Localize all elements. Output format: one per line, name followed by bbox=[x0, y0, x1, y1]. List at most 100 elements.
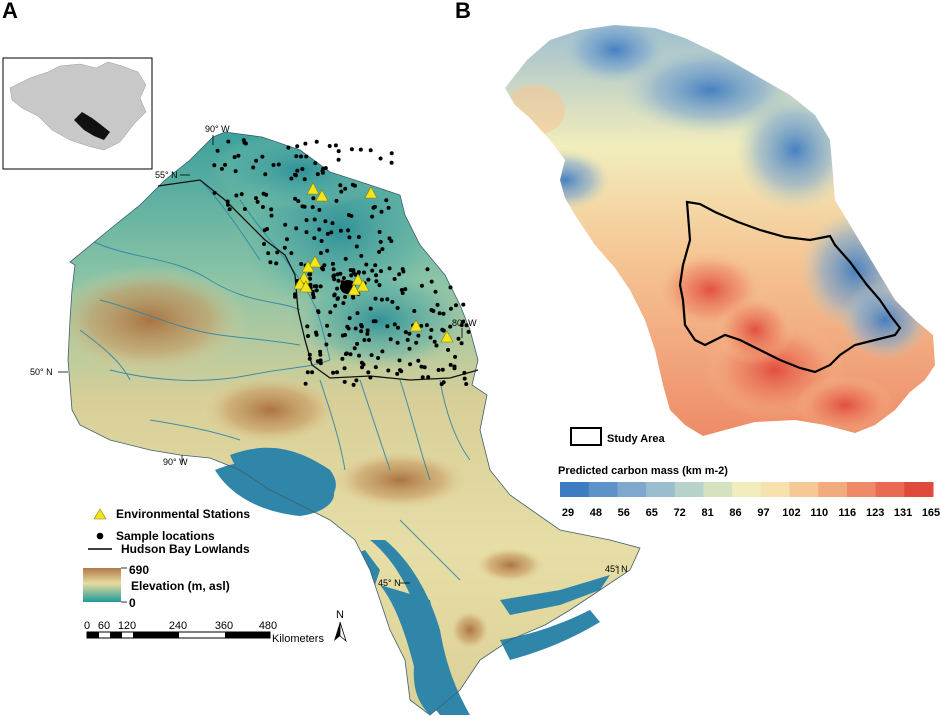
sample-location-dot bbox=[379, 297, 384, 302]
sample-location-dot bbox=[361, 362, 366, 367]
environmental-station-marker bbox=[308, 255, 322, 268]
scale-tick-label: 240 bbox=[169, 620, 187, 632]
sample-location-dot bbox=[313, 161, 318, 166]
sample-location-dot bbox=[266, 251, 271, 256]
sample-location-dot bbox=[334, 198, 339, 203]
sample-location-dot bbox=[392, 322, 397, 327]
sample-location-dot bbox=[322, 263, 327, 268]
sample-location-dot bbox=[335, 370, 339, 375]
sample-location-dot bbox=[397, 272, 402, 277]
carbon-break-label: 29 bbox=[562, 507, 574, 519]
sample-location-dot bbox=[422, 365, 427, 370]
lake-superior bbox=[215, 461, 335, 516]
sample-location-dot bbox=[286, 145, 291, 150]
carbon-class-swatch bbox=[674, 482, 704, 497]
sample-location-dot bbox=[374, 273, 378, 278]
sample-location-dot bbox=[386, 205, 391, 210]
environmental-station-marker bbox=[356, 279, 370, 292]
sample-location-dot bbox=[261, 191, 266, 196]
sample-location-dot bbox=[348, 352, 353, 357]
sample-location-dot bbox=[327, 333, 332, 337]
sample-location-dot bbox=[356, 235, 361, 239]
sample-location-dot bbox=[366, 370, 371, 375]
sample-location-dot bbox=[312, 236, 317, 241]
sample-location-dot bbox=[332, 277, 337, 282]
sample-location-dot bbox=[380, 247, 385, 252]
environmental-station-marker bbox=[351, 273, 365, 286]
sample-location-dot bbox=[373, 296, 378, 301]
sample-location-dot bbox=[343, 352, 348, 356]
sample-location-dot bbox=[405, 337, 410, 342]
sample-location-dot bbox=[338, 183, 343, 188]
sample-location-dot bbox=[380, 349, 385, 354]
sample-location-dot bbox=[289, 176, 294, 181]
sample-location-dot bbox=[330, 221, 335, 226]
sample-location-dot bbox=[389, 151, 394, 156]
sample-location-dot bbox=[304, 218, 309, 223]
sample-location-dot bbox=[325, 323, 330, 328]
sample-location-dot bbox=[419, 323, 424, 328]
study-area-legend: Study Area bbox=[570, 427, 666, 446]
sample-location-dot bbox=[296, 199, 301, 204]
panel-a-legend: Environmental Stations Sample locations … bbox=[83, 507, 250, 610]
sample-location-dot bbox=[395, 371, 400, 376]
carbon-raster bbox=[505, 25, 935, 436]
sample-location-dot bbox=[359, 323, 364, 327]
sample-location-dot bbox=[275, 250, 280, 255]
hudson-bay-lowlands-boundary bbox=[157, 179, 479, 381]
panel-b-label: B bbox=[455, 0, 471, 23]
sample-location-dot bbox=[374, 279, 379, 284]
sample-location-dot bbox=[373, 263, 378, 268]
sample-location-dot bbox=[346, 228, 351, 233]
sample-location-dot bbox=[303, 141, 308, 146]
sample-location-dot bbox=[378, 239, 383, 244]
sample-location-dot bbox=[351, 382, 356, 387]
coord-80w: 80° W bbox=[452, 318, 477, 328]
sample-location-dot bbox=[321, 267, 325, 272]
legend-station-symbol bbox=[93, 508, 107, 520]
sample-location-dot bbox=[365, 331, 370, 336]
elevation-min-label: 0 bbox=[129, 596, 136, 610]
sample-location-dot bbox=[343, 295, 348, 299]
carbon-break-label: 56 bbox=[618, 507, 630, 519]
sample-location-dot bbox=[212, 163, 217, 168]
sample-location-dot bbox=[335, 286, 340, 291]
carbon-legend: Predicted carbon mass (km m-2) 29 48 56 65 7… bbox=[558, 465, 940, 519]
north-arrow: N bbox=[334, 609, 347, 643]
sample-location-dot bbox=[269, 207, 274, 212]
sample-location-dot bbox=[299, 262, 304, 266]
sample-location-dot bbox=[263, 172, 268, 177]
carbon-class-swatch bbox=[875, 482, 905, 497]
sample-location-dot bbox=[461, 319, 466, 324]
sample-location-dot bbox=[399, 288, 404, 292]
scale-tick-label: 480 bbox=[259, 620, 277, 632]
carbon-break-label: 86 bbox=[729, 507, 741, 519]
sample-location-dot bbox=[349, 214, 354, 218]
carbon-break-label: 165 bbox=[922, 507, 940, 519]
sample-location-dot bbox=[448, 285, 453, 290]
sample-location-dot bbox=[274, 261, 279, 266]
sample-location-dot bbox=[330, 261, 335, 266]
legend-samples-label: Sample locations bbox=[116, 529, 215, 543]
sample-location-dot bbox=[225, 202, 230, 207]
sample-location-dot bbox=[389, 160, 394, 165]
sample-location-dot bbox=[433, 289, 438, 294]
sample-location-dot bbox=[293, 196, 298, 201]
sample-location-dot bbox=[262, 228, 267, 233]
sample-location-dot bbox=[236, 153, 241, 158]
study-area-boundary bbox=[678, 200, 902, 374]
sample-location-dot bbox=[317, 227, 322, 232]
sample-location-dot bbox=[386, 368, 391, 373]
sample-location-dot bbox=[314, 288, 319, 293]
sample-location-dot bbox=[289, 251, 294, 256]
sample-location-dot bbox=[388, 337, 393, 342]
carbon-class-swatch bbox=[846, 482, 877, 497]
environmental-station-marker bbox=[409, 319, 423, 332]
environmental-stations bbox=[293, 182, 454, 343]
sample-location-dot bbox=[342, 366, 347, 371]
sample-location-dot bbox=[331, 370, 336, 375]
sample-location-dot bbox=[373, 319, 378, 324]
sample-location-dot bbox=[307, 356, 312, 361]
sample-location-dot bbox=[305, 370, 310, 375]
sample-location-dot bbox=[437, 311, 442, 316]
